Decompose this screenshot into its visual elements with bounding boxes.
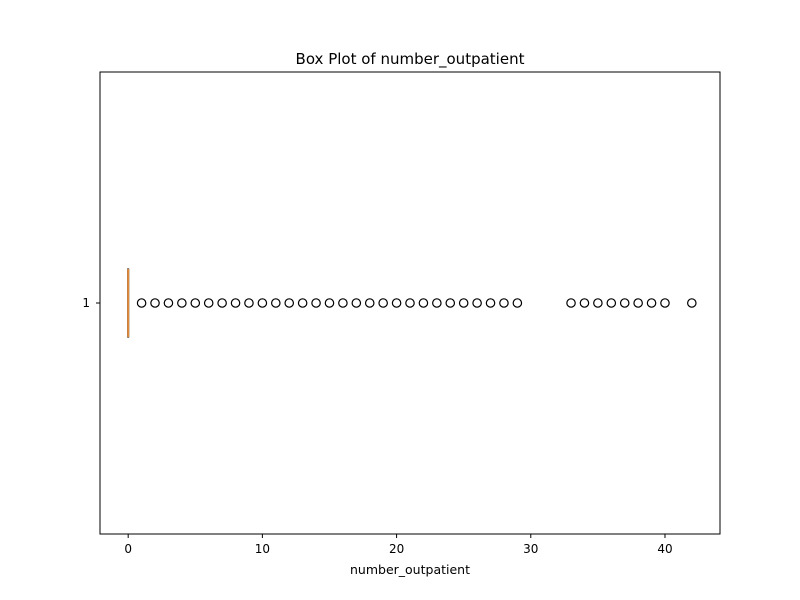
outlier-point <box>579 298 590 308</box>
outlier-point <box>324 298 335 308</box>
outlier-point <box>177 298 187 308</box>
outlier-point <box>203 298 214 308</box>
outlier-point <box>418 298 429 308</box>
outlier-point <box>150 298 160 308</box>
outlier-point <box>217 298 227 308</box>
outlier-point <box>485 298 496 308</box>
outlier-point <box>606 298 617 308</box>
outlier-point <box>364 298 375 308</box>
outlier-point <box>311 298 321 308</box>
outlier-point <box>257 298 268 308</box>
y-tick-label: 1 <box>82 296 90 310</box>
outlier-point <box>593 298 603 308</box>
outlier-point <box>458 298 469 308</box>
outlier-point <box>687 298 697 308</box>
outlier-point <box>432 298 442 308</box>
chart-title: Box Plot of number_outpatient <box>296 50 525 69</box>
outlier-point <box>660 298 670 308</box>
outlier-point <box>163 298 174 308</box>
outlier-point <box>391 298 402 308</box>
x-tick-label: 40 <box>657 542 672 556</box>
outlier-point <box>271 298 281 308</box>
x-tick-label: 0 <box>124 542 132 556</box>
outlier-point <box>230 298 241 308</box>
chart-marks <box>127 268 697 338</box>
outlier-point <box>405 298 415 308</box>
outlier-point <box>499 298 509 308</box>
plot-area-frame <box>99 71 721 535</box>
x-tick-label: 10 <box>255 542 270 556</box>
x-axis: 0 10 20 30 40 <box>124 534 673 556</box>
outlier-point <box>244 298 254 308</box>
outlier-point <box>284 298 295 308</box>
y-axis: 1 <box>82 296 100 310</box>
outlier-point <box>512 298 523 308</box>
outlier-point <box>445 298 456 308</box>
outlier-point <box>351 298 362 308</box>
outlier-point <box>136 298 147 308</box>
x-tick-label: 20 <box>389 542 404 556</box>
outlier-point <box>297 298 308 308</box>
outlier-point <box>646 298 657 308</box>
outlier-point <box>566 298 576 308</box>
outlier-point <box>338 298 348 308</box>
outlier-point <box>378 298 388 308</box>
outlier-point <box>472 298 482 308</box>
outlier-point <box>633 298 643 308</box>
x-tick-label: 30 <box>523 542 538 556</box>
outlier-point <box>190 298 201 308</box>
x-axis-label: number_outpatient <box>350 562 470 577</box>
outlier-point <box>619 298 630 308</box>
